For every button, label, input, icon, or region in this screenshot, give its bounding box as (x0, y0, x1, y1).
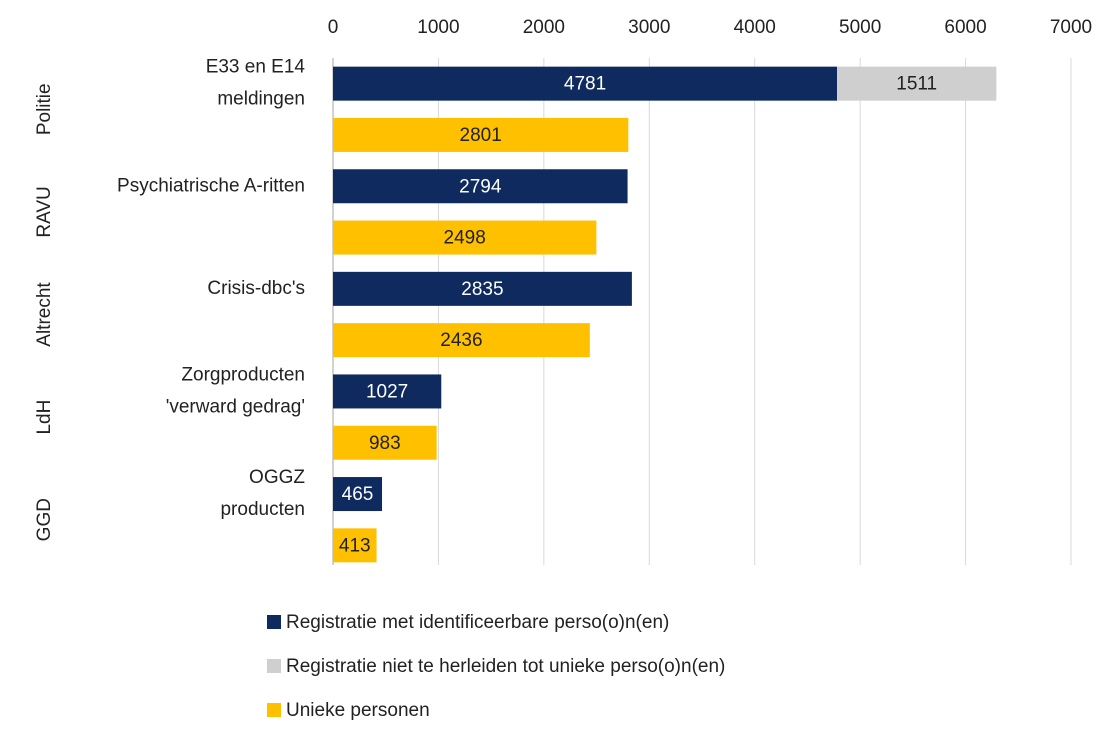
x-tick-label: 1000 (417, 17, 459, 38)
data-label: 2794 (459, 176, 502, 197)
x-tick-label: 0 (328, 17, 339, 38)
data-label: 1027 (366, 381, 408, 402)
category-label: meldingen (217, 89, 305, 110)
legend-swatch (267, 703, 281, 717)
data-label: 465 (342, 484, 374, 505)
data-label: 2835 (461, 279, 503, 300)
x-tick-label: 5000 (839, 17, 881, 38)
bar (333, 117, 629, 152)
legend-label: Registratie met identificeerbare perso(o… (286, 612, 669, 633)
category-label: Zorgproducten (181, 364, 305, 385)
legend-swatch (267, 659, 281, 673)
x-tick-label: 3000 (628, 17, 670, 38)
group-label: Altrecht (34, 282, 55, 347)
data-label: 4781 (564, 74, 606, 95)
bar (333, 477, 383, 512)
bar (333, 169, 628, 204)
data-label: 1511 (896, 74, 937, 95)
bar (333, 425, 437, 460)
category-label: Psychiatrische A-ritten (117, 175, 305, 196)
bar (333, 323, 590, 358)
category-label: OGGZ (249, 467, 305, 488)
legend-label: Unieke personen (286, 700, 430, 721)
category-label: E33 en E14 (206, 57, 306, 78)
x-tick-label: 7000 (1050, 17, 1092, 38)
data-label: 2498 (444, 228, 486, 249)
x-tick-label: 2000 (523, 17, 565, 38)
bar (333, 66, 838, 101)
data-label: 2801 (460, 125, 502, 146)
data-label: 413 (339, 535, 371, 556)
bar (333, 374, 442, 409)
bar (837, 66, 997, 101)
category-label: 'verward gedrag' (166, 396, 305, 417)
data-label: 983 (369, 433, 401, 454)
group-label: LdH (34, 400, 55, 435)
category-label: Crisis-dbc's (207, 278, 305, 299)
x-tick-label: 4000 (734, 17, 776, 38)
legend-label: Registratie niet te herleiden tot unieke… (286, 656, 725, 677)
legend-swatch (267, 615, 281, 629)
bar (333, 220, 597, 255)
bar (333, 528, 377, 563)
group-label: Politie (34, 83, 55, 135)
data-label: 2436 (440, 330, 482, 351)
x-tick-label: 6000 (944, 17, 986, 38)
group-label: RAVU (34, 186, 55, 237)
bar (333, 271, 632, 306)
category-label: producten (220, 499, 305, 520)
group-label: GGD (34, 498, 55, 541)
